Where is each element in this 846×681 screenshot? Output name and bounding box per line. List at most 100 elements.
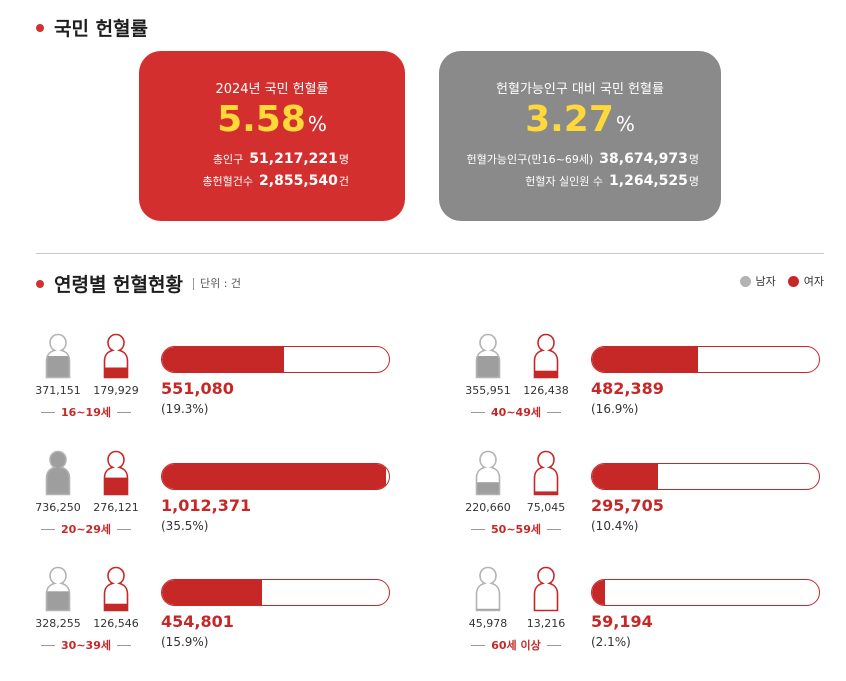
age-label: 30~39세 bbox=[61, 639, 111, 652]
male-person-icon bbox=[45, 333, 71, 379]
male-person-icon bbox=[475, 333, 501, 379]
row-unit: 명 bbox=[338, 153, 349, 166]
age-rule bbox=[41, 411, 56, 413]
age-rule bbox=[546, 411, 561, 413]
male-count: 355,951 bbox=[465, 384, 511, 397]
section-title-rate: 국민 헌혈률 bbox=[36, 14, 148, 41]
age-group: 328,255 126,546 30~39세 454,801 (15.9%) bbox=[35, 560, 396, 680]
share-bar-fill bbox=[592, 347, 699, 372]
row-value: 2,855,540 bbox=[259, 173, 338, 189]
male-count: 45,978 bbox=[468, 617, 508, 630]
age-rule bbox=[41, 644, 56, 646]
card-rate: 3.27% bbox=[439, 99, 721, 145]
rate-value: 5.58 bbox=[217, 99, 306, 140]
row-label: 총헌혈건수 bbox=[202, 175, 254, 188]
share-value: (35.5%) bbox=[161, 519, 209, 533]
total-value: 59,194 bbox=[591, 612, 653, 631]
rate-value: 3.27 bbox=[525, 99, 614, 140]
female-person-icon bbox=[533, 566, 559, 612]
row-unit: 건 bbox=[338, 175, 349, 188]
legend-label: 여자 bbox=[803, 275, 824, 288]
section-divider bbox=[36, 253, 824, 254]
age-group: 371,151 179,929 16~19세 551,080 (19.3%) bbox=[35, 327, 396, 447]
female-count: 75,045 bbox=[526, 501, 566, 514]
card-row-eligible-population: 헌혈가능인구(만16~69세) 38,674,973 명 bbox=[439, 151, 699, 167]
card-eligible-rate: 헌혈가능인구 대비 국민 헌혈률 3.27% 헌혈가능인구(만16~69세) 3… bbox=[439, 51, 721, 221]
age-rule bbox=[41, 528, 56, 530]
age-group: 355,951 126,438 40~49세 482,389 (16.9%) bbox=[465, 327, 826, 447]
total-value: 295,705 bbox=[591, 496, 664, 515]
legend-dot-icon bbox=[739, 275, 751, 287]
age-rule bbox=[116, 528, 131, 530]
share-value: (15.9%) bbox=[161, 635, 209, 649]
share-bar bbox=[161, 346, 390, 373]
female-count: 126,546 bbox=[93, 617, 139, 630]
share-value: (16.9%) bbox=[591, 402, 639, 416]
total-value: 551,080 bbox=[161, 379, 234, 398]
age-label-row: 30~39세 bbox=[21, 637, 151, 653]
female-count: 179,929 bbox=[93, 384, 139, 397]
share-bar bbox=[161, 579, 390, 606]
female-count: 276,121 bbox=[93, 501, 139, 514]
age-label-row: 20~29세 bbox=[21, 521, 151, 537]
row-unit: 명 bbox=[688, 153, 699, 166]
section-title-text: 국민 헌혈률 bbox=[54, 18, 149, 40]
bullet-dot-icon bbox=[36, 23, 44, 32]
age-rule bbox=[546, 528, 561, 530]
share-bar bbox=[591, 346, 820, 373]
age-label: 40~49세 bbox=[491, 406, 541, 419]
legend-item-male: 남자 bbox=[739, 273, 776, 289]
female-person-icon bbox=[533, 450, 559, 496]
share-bar-fill bbox=[592, 580, 606, 605]
female-person-icon bbox=[103, 566, 129, 612]
age-rule bbox=[546, 644, 561, 646]
legend-item-female: 여자 bbox=[787, 273, 824, 289]
male-person-icon bbox=[475, 450, 501, 496]
row-label: 총인구 bbox=[212, 153, 244, 166]
age-group: 220,660 75,045 50~59세 295,705 (10.4%) bbox=[465, 444, 826, 564]
card-title: 헌혈가능인구 대비 국민 헌혈률 bbox=[496, 82, 664, 97]
card-rate: 5.58% bbox=[139, 99, 405, 145]
male-count: 328,255 bbox=[35, 617, 81, 630]
male-count: 736,250 bbox=[35, 501, 81, 514]
female-person-icon bbox=[533, 333, 559, 379]
age-rule bbox=[471, 411, 486, 413]
age-label-row: 60세 이상 bbox=[451, 637, 581, 653]
age-label-row: 16~19세 bbox=[21, 404, 151, 420]
card-row-donations: 총헌혈건수 2,855,540 건 bbox=[139, 173, 349, 189]
female-count: 126,438 bbox=[523, 384, 569, 397]
total-value: 454,801 bbox=[161, 612, 234, 631]
share-bar-fill bbox=[162, 464, 386, 489]
age-label: 50~59세 bbox=[491, 523, 541, 536]
rate-unit: % bbox=[615, 112, 635, 136]
legend: 남자 여자 bbox=[728, 273, 824, 289]
male-person-icon bbox=[45, 566, 71, 612]
share-value: (2.1%) bbox=[591, 635, 631, 649]
age-rule bbox=[471, 528, 486, 530]
male-person-icon bbox=[475, 566, 501, 612]
card-title: 2024년 국민 헌혈률 bbox=[215, 82, 329, 97]
age-label-row: 40~49세 bbox=[451, 404, 581, 420]
share-bar bbox=[591, 463, 820, 490]
row-label: 헌혈가능인구(만16~69세) bbox=[466, 153, 594, 166]
unit-label: 단위 : 건 bbox=[192, 277, 241, 290]
legend-dot-icon bbox=[787, 275, 799, 287]
female-count: 13,216 bbox=[526, 617, 566, 630]
age-rule bbox=[471, 644, 486, 646]
age-group: 45,978 13,216 60세 이상 59,194 (2.1%) bbox=[466, 560, 826, 680]
age-label-row: 50~59세 bbox=[451, 521, 581, 537]
male-count: 220,660 bbox=[465, 501, 511, 514]
male-person-icon bbox=[45, 450, 71, 496]
bullet-dot-icon bbox=[36, 279, 44, 288]
female-person-icon bbox=[103, 333, 129, 379]
share-bar-fill bbox=[162, 580, 263, 605]
share-bar-fill bbox=[592, 464, 658, 489]
row-label: 헌혈자 실인원 수 bbox=[525, 175, 604, 188]
age-group: 736,250 276,121 20~29세 1,012,371 (35.5%) bbox=[35, 444, 396, 564]
age-label: 16~19세 bbox=[61, 406, 111, 419]
section-title-text: 연령별 헌혈현황 bbox=[54, 274, 183, 296]
total-value: 1,012,371 bbox=[161, 496, 252, 515]
male-count: 371,151 bbox=[35, 384, 81, 397]
row-unit: 명 bbox=[688, 175, 699, 188]
share-value: (19.3%) bbox=[161, 402, 209, 416]
